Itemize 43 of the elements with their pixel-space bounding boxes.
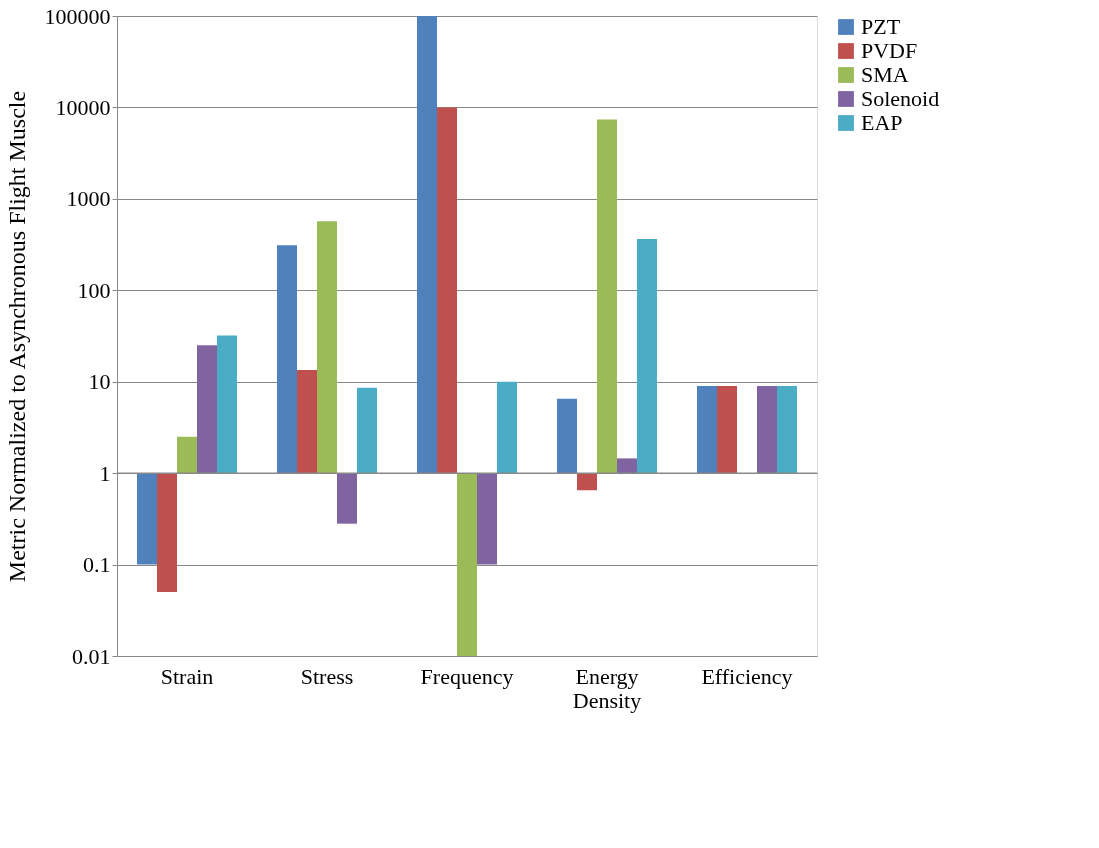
legend-label: PZT bbox=[861, 14, 901, 39]
bar bbox=[357, 387, 377, 474]
bar bbox=[757, 385, 777, 474]
bar bbox=[597, 119, 617, 474]
bar bbox=[177, 436, 197, 474]
y-tick-label: 0.01 bbox=[72, 643, 111, 669]
x-tick-label: Stress bbox=[300, 663, 354, 689]
bar bbox=[577, 473, 597, 491]
legend-label: PVDF bbox=[861, 38, 918, 63]
bar bbox=[617, 458, 637, 474]
bar bbox=[777, 385, 797, 474]
x-tick-label: Frequency bbox=[420, 663, 514, 689]
bar bbox=[417, 16, 437, 474]
bar bbox=[437, 107, 457, 474]
x-tick-label: Efficiency bbox=[701, 663, 793, 689]
bar bbox=[197, 345, 217, 474]
y-axis-title: Metric Normalized to Asynchronous Flight Muscle bbox=[3, 90, 30, 583]
y-tick-label: 100000 bbox=[44, 3, 111, 29]
bar bbox=[697, 385, 717, 474]
bar bbox=[637, 238, 657, 474]
bar bbox=[157, 473, 177, 593]
legend-label: Solenoid bbox=[861, 86, 940, 111]
bar bbox=[337, 473, 357, 524]
bar bbox=[457, 473, 477, 656]
bar bbox=[557, 398, 577, 474]
bar bbox=[717, 385, 737, 474]
x-tick-label: Strain bbox=[160, 663, 214, 689]
bar bbox=[317, 221, 337, 474]
y-tick-label: 10000 bbox=[55, 94, 111, 120]
legend-label: EAP bbox=[861, 110, 903, 135]
bar bbox=[297, 370, 317, 474]
y-tick-label: 1 bbox=[99, 460, 111, 486]
legend-label: SMA bbox=[861, 62, 909, 87]
y-tick-label: 10 bbox=[88, 369, 111, 395]
x-tick-label: Energy Density bbox=[572, 663, 642, 713]
bar bbox=[217, 335, 237, 474]
bar bbox=[497, 381, 517, 474]
bar bbox=[277, 245, 297, 474]
bar bbox=[137, 473, 157, 565]
y-tick-label: 0.1 bbox=[83, 552, 111, 578]
y-tick-label: 1000 bbox=[66, 186, 111, 212]
y-tick-label: 100 bbox=[77, 277, 111, 303]
bar bbox=[477, 473, 497, 565]
